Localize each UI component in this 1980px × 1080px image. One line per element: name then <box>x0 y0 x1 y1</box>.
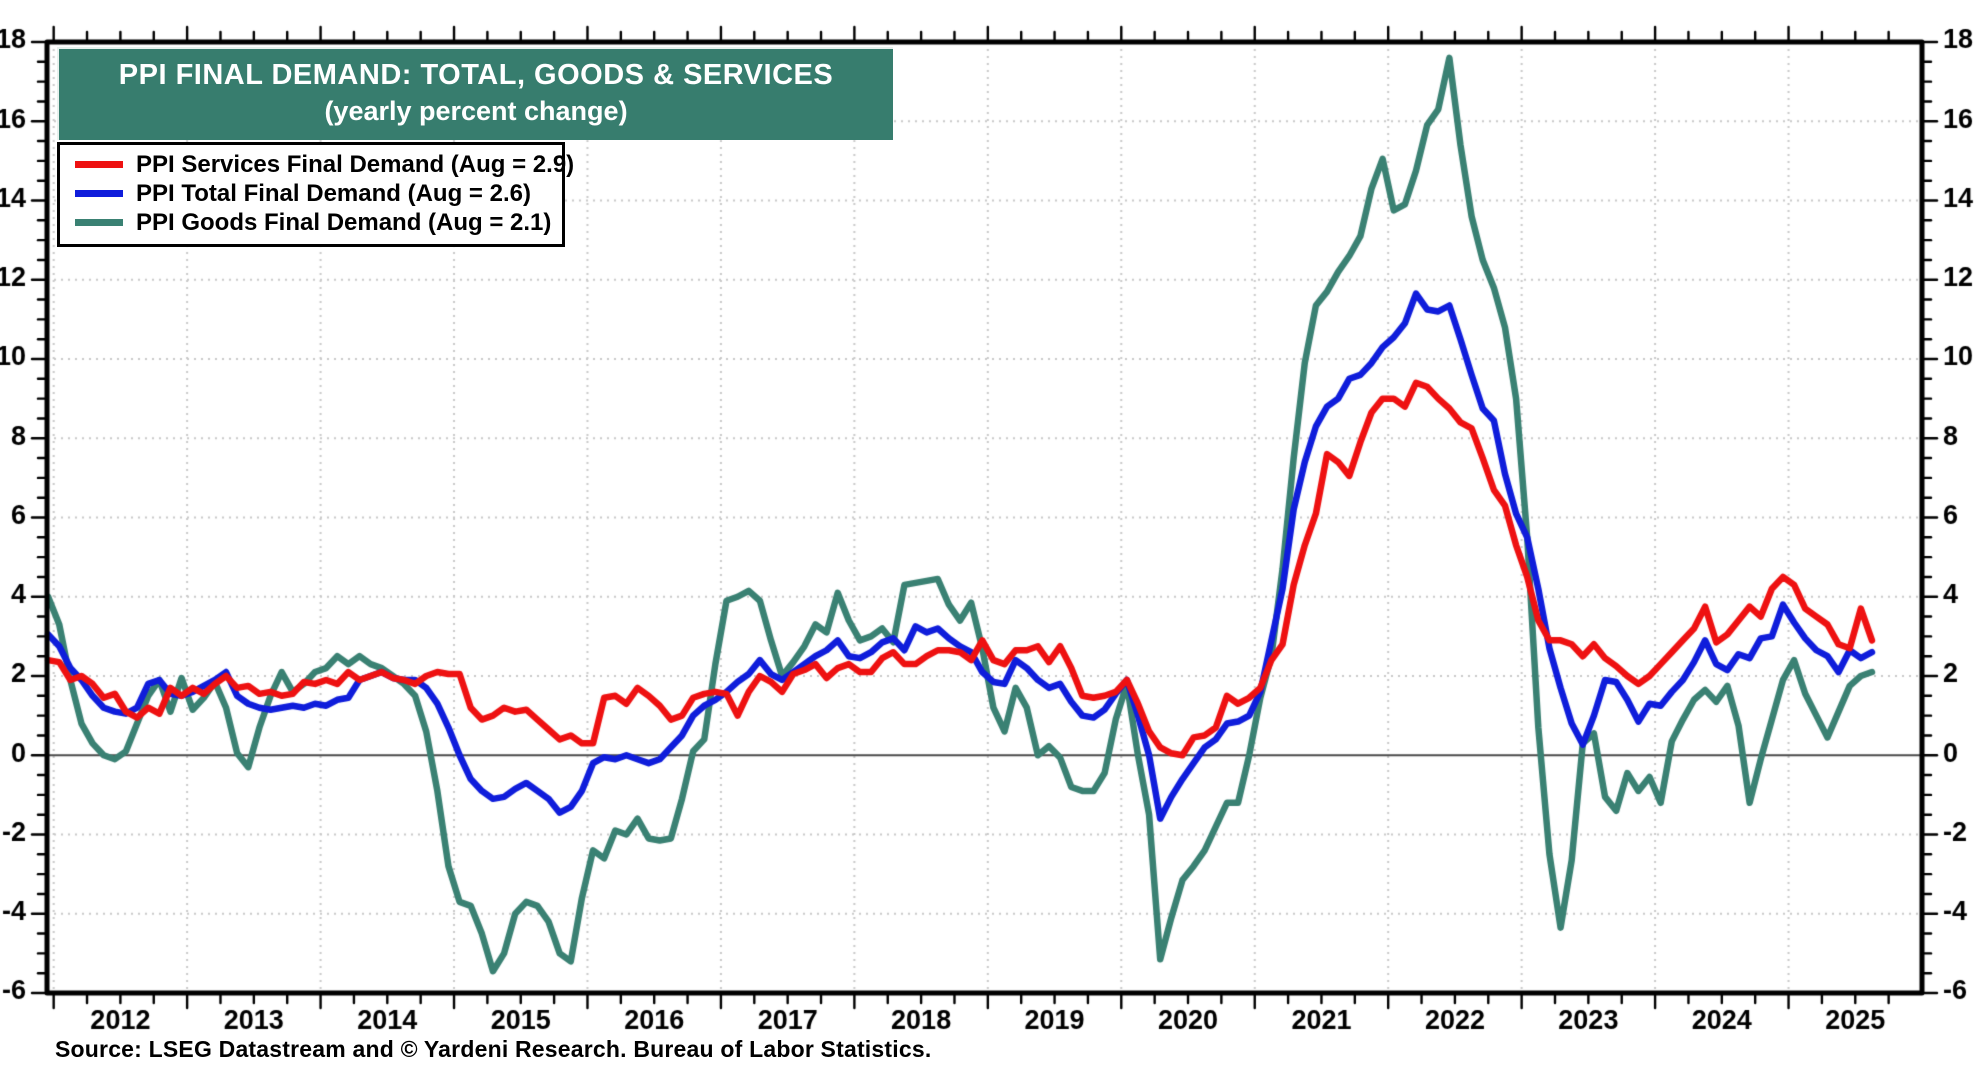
legend-label-total: PPI Total Final Demand (Aug = 2.6) <box>136 179 531 207</box>
legend-item-services: PPI Services Final Demand (Aug = 2.9) <box>60 150 574 179</box>
chart-title: PPI FINAL DEMAND: TOTAL, GOODS & SERVICE… <box>118 59 834 91</box>
services-line-swatch <box>75 161 123 168</box>
legend-item-goods: PPI Goods Final Demand (Aug = 2.1) <box>60 208 562 237</box>
legend-item-total: PPI Total Final Demand (Aug = 2.6) <box>60 179 562 208</box>
source-note: Source: LSEG Datastream and © Yardeni Re… <box>55 1036 932 1062</box>
legend-label-services: PPI Services Final Demand (Aug = 2.9) <box>136 150 575 178</box>
chart-subtitle: (yearly percent change) <box>324 96 628 126</box>
legend-label-goods: PPI Goods Final Demand (Aug = 2.1) <box>136 208 552 236</box>
legend: PPI Services Final Demand (Aug = 2.9) PP… <box>57 142 574 247</box>
goods-line-swatch <box>75 219 123 226</box>
total-line-swatch <box>75 190 123 197</box>
chart-title-box: PPI FINAL DEMAND: TOTAL, GOODS & SERVICE… <box>57 47 893 140</box>
